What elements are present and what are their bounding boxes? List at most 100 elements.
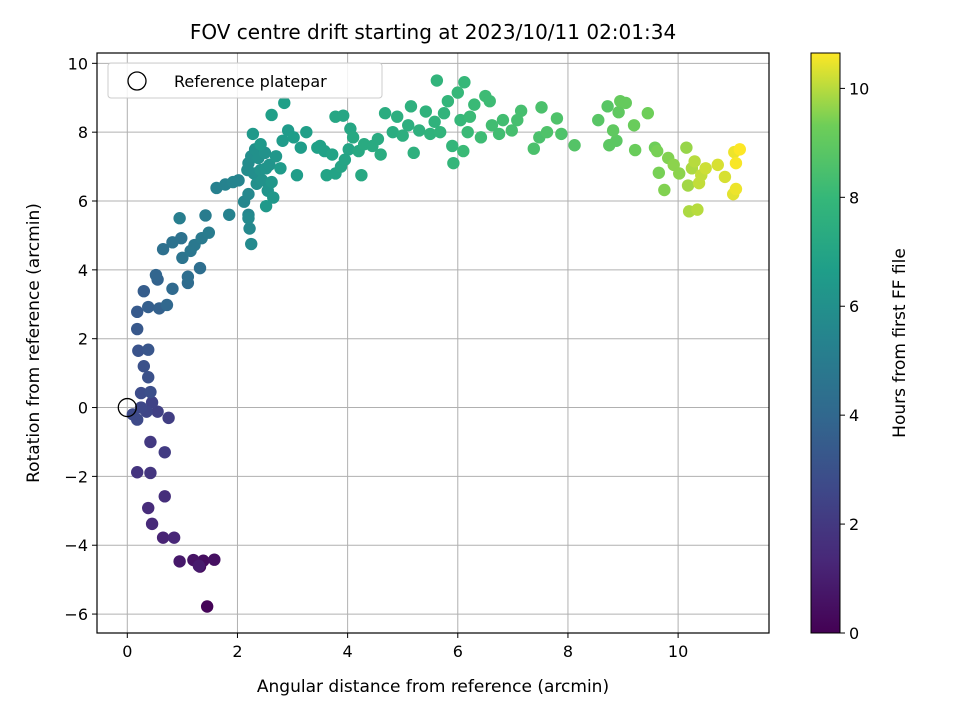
scatter-point (606, 124, 620, 137)
colorbar-label: Hours from first FF file (890, 248, 910, 438)
scatter-point (688, 155, 701, 168)
scatter-point (641, 107, 655, 120)
scatter-point (246, 127, 260, 141)
scatter-point (413, 124, 426, 137)
reference-platepar-marker (117, 397, 137, 418)
scatter-point (162, 411, 175, 425)
scatter-point (167, 531, 181, 544)
scatter-point (691, 203, 704, 216)
y-tick-label: 10 (68, 54, 88, 73)
legend: Reference platepar (107, 62, 383, 99)
scatter-point (132, 344, 145, 357)
scatter-point (267, 191, 280, 204)
scatter-point (718, 170, 732, 184)
scatter-point (202, 226, 216, 239)
scatter-point (390, 110, 404, 123)
scatter-point (200, 600, 214, 613)
scatter-point (535, 101, 548, 114)
scatter-point (402, 119, 415, 132)
scatter-point (173, 555, 186, 568)
legend-reference-label: Reference platepar (174, 72, 327, 91)
y-tick-label: 8 (78, 123, 88, 142)
scatter-point (658, 183, 671, 197)
scatter-point (131, 466, 144, 479)
scatter-point (338, 153, 352, 166)
scatter-point (733, 143, 747, 156)
scatter-point (424, 127, 437, 141)
y-tick-label: −2 (64, 467, 88, 486)
scatter-point (492, 127, 506, 141)
scatter-point (404, 100, 418, 113)
grid-lines (97, 53, 769, 633)
scatter-point (145, 517, 159, 531)
scatter-point (461, 125, 474, 139)
scatter-point (166, 282, 179, 295)
scatter-point (208, 553, 221, 566)
legend-box (107, 62, 383, 99)
x-tick-label: 0 (122, 642, 132, 661)
scatter-point (245, 237, 258, 251)
scatter-point (337, 109, 350, 122)
scatter-point (137, 284, 151, 298)
colorbar-tick-label: 8 (849, 188, 859, 207)
scatter-point (294, 141, 308, 154)
scatter-point (158, 446, 171, 459)
y-axis-label: Rotation from reference (arcmin) (24, 203, 44, 483)
scatter-point (468, 98, 481, 111)
colorbar-tick-label: 4 (849, 406, 859, 425)
scatter-point (346, 131, 360, 144)
scatter-point (711, 158, 724, 172)
chart-title: FOV centre drift starting at 2023/10/11 … (190, 20, 676, 44)
scatter-point (550, 112, 564, 125)
scatter-point (650, 144, 664, 158)
scatter-point (437, 107, 451, 120)
y-axis-ticks: −6 −4 −2 0 2 4 6 8 10 (64, 54, 97, 624)
scatter-point (137, 360, 151, 373)
colorbar-tick-label: 6 (849, 297, 859, 316)
colorbar-tick-label: 2 (849, 515, 859, 534)
scatter-point (176, 251, 189, 265)
scatter-point (256, 174, 269, 187)
scatter-point (276, 134, 289, 147)
scatter-point (371, 132, 385, 146)
scatter-point (142, 343, 155, 356)
scatter-point (396, 129, 409, 142)
scatter-point (175, 231, 188, 245)
scatter-point (326, 148, 339, 161)
scatter-point (342, 143, 355, 156)
scatter-point (446, 139, 459, 153)
y-tick-label: 0 (78, 399, 88, 418)
scatter-point (483, 94, 496, 108)
scatter-point (263, 158, 276, 172)
scatter-point (156, 243, 170, 256)
x-tick-label: 6 (453, 642, 463, 661)
legend-reference-marker (127, 71, 147, 91)
scatter-point (592, 113, 605, 127)
scatter-point (627, 119, 641, 132)
x-tick-label: 8 (563, 642, 573, 661)
colorbar-tick-label: 10 (849, 79, 869, 98)
x-axis-ticks: 0 2 4 6 8 10 (122, 633, 688, 661)
x-tick-label: 2 (232, 642, 242, 661)
scatter-point (134, 401, 148, 414)
scatter-point (254, 138, 267, 151)
scatter-point (441, 94, 455, 108)
scatter-points (117, 74, 747, 613)
scatter-point (451, 86, 464, 99)
scatter-point (511, 113, 524, 127)
scatter-point (142, 371, 155, 384)
scatter-point (458, 76, 471, 89)
scatter-point (652, 166, 666, 179)
scatter-point (457, 144, 470, 158)
colorbar-ticks: 0 2 4 6 8 10 (840, 79, 869, 643)
scatter-point (151, 405, 164, 418)
scatter-point (242, 187, 255, 201)
scatter-point (242, 212, 255, 225)
scatter-point (428, 115, 441, 129)
scatter-point (699, 162, 712, 175)
scatter-point (386, 125, 399, 139)
scatter-point (222, 208, 236, 221)
scatter-point (378, 107, 392, 120)
scatter-point (555, 127, 568, 141)
